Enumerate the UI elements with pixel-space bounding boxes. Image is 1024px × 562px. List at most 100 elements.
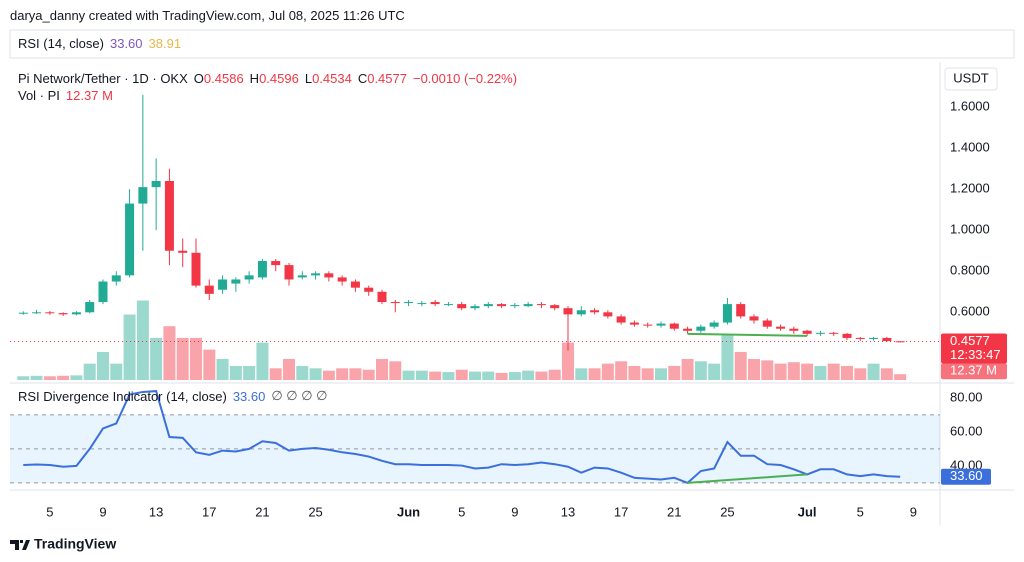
ohlc-key: C	[357, 71, 368, 86]
volume-bar	[575, 368, 588, 380]
volume-bar	[522, 370, 535, 380]
ohlc-item: H0.4596	[250, 71, 299, 86]
volume-bar	[110, 363, 123, 380]
candle-body	[669, 323, 679, 329]
y-tick-label: 80.00	[950, 389, 983, 404]
candle-body	[550, 305, 560, 309]
price-legend[interactable]: Pi Network/Tether · 1D · OKX O0.4586 H0.4…	[18, 71, 517, 86]
candle-body	[590, 310, 600, 313]
candle-body	[337, 277, 347, 282]
volume-bar	[415, 370, 428, 380]
volume-bar	[442, 372, 455, 380]
volume-bar	[362, 369, 375, 380]
candle-body	[882, 337, 892, 342]
candle-body	[722, 304, 732, 323]
volume-bar	[190, 337, 202, 380]
volume-bar	[708, 363, 721, 380]
y-tick-label: 0.6000	[950, 304, 990, 319]
candle-body	[244, 275, 254, 280]
last-price-tag	[941, 333, 1007, 364]
volume-bar	[243, 365, 256, 380]
volume-bar	[668, 365, 681, 380]
volume-bar	[429, 371, 442, 380]
volume-tag-label: 12.37 M	[950, 363, 997, 378]
volume-legend[interactable]: Vol · PI 12.37 M	[18, 88, 113, 103]
candle-body	[776, 326, 786, 329]
candle-body	[85, 302, 95, 313]
volume-bar	[336, 368, 349, 380]
candle-body	[404, 302, 414, 304]
volume-bar	[17, 376, 30, 380]
volume-bar	[880, 368, 893, 380]
rsi-div-legend[interactable]: RSI Divergence Indicator (14, close) 33.…	[18, 388, 328, 404]
candle-body	[178, 250, 188, 253]
x-tick-label: 13	[149, 504, 163, 519]
value: 33.60	[232, 388, 266, 404]
volume-bar	[748, 358, 760, 380]
price-divergence	[687, 332, 808, 337]
brand: TradingView	[34, 536, 116, 552]
candle-body	[895, 341, 905, 343]
candle-body	[696, 326, 706, 331]
y-tick-label: 1.6000	[950, 99, 990, 114]
candle-body	[842, 333, 852, 338]
candle-body	[218, 279, 228, 290]
candle-body	[749, 316, 759, 321]
y-tick-label: 1.4000	[950, 140, 990, 155]
candle-body	[656, 323, 666, 326]
volume-bar	[322, 370, 335, 380]
ohlc-value: 0.4596	[259, 71, 299, 86]
ohlc-item: O0.4586	[194, 71, 244, 86]
volume-bar	[97, 351, 109, 380]
credit: darya_danny created with TradingView.com…	[10, 8, 405, 23]
volume-bar	[70, 375, 83, 380]
volume-bar	[269, 368, 282, 380]
candle-body	[125, 203, 135, 276]
volume-bar	[495, 372, 508, 380]
candle-body	[815, 332, 825, 334]
candle-body	[563, 308, 573, 315]
candle-body	[523, 304, 533, 307]
label: RSI Divergence Indicator (14, close)	[18, 388, 227, 404]
label: RSI (14, close)	[18, 36, 104, 51]
candle-body	[629, 322, 639, 325]
x-tick-label: Jul	[798, 504, 817, 519]
volume-bar	[814, 365, 827, 380]
rsi-tag	[941, 468, 991, 485]
volume-bar	[588, 368, 601, 380]
candle-body	[855, 337, 865, 339]
volume-bar	[841, 365, 853, 380]
currency-box[interactable]	[944, 67, 998, 91]
volume-bar	[681, 358, 694, 380]
volume-bar	[641, 368, 654, 380]
volume-bar	[721, 335, 734, 380]
volume-bar	[309, 368, 322, 380]
value: 33.60	[109, 36, 143, 51]
volume-bar	[894, 374, 907, 380]
candle-body	[643, 324, 653, 326]
candle-body	[576, 310, 586, 315]
volume-bar	[30, 375, 43, 380]
y-tick-label: 60.00	[950, 423, 983, 438]
x-tick-label: 5	[857, 504, 864, 519]
volume-bar	[57, 375, 70, 380]
rsi-divergence	[687, 473, 808, 484]
x-tick-label: 25	[720, 504, 734, 519]
volume-bar	[601, 363, 614, 380]
x-tick-label: 25	[308, 504, 322, 519]
candle-body	[350, 281, 360, 288]
candle-body	[417, 303, 427, 305]
volume-bar	[655, 368, 667, 380]
ohlc-key: H	[249, 71, 260, 86]
candle-body	[284, 265, 294, 280]
candle-body	[191, 252, 201, 286]
rsi-legend[interactable]: RSI (14, close) 33.60 38.91	[18, 36, 181, 51]
volume-bar	[123, 314, 136, 380]
volume-bar	[827, 363, 840, 380]
candle-body	[457, 304, 467, 309]
volume-bar	[455, 369, 468, 380]
ohlc-key: L	[304, 71, 313, 86]
ohlc-item: C0.4577	[358, 71, 407, 86]
